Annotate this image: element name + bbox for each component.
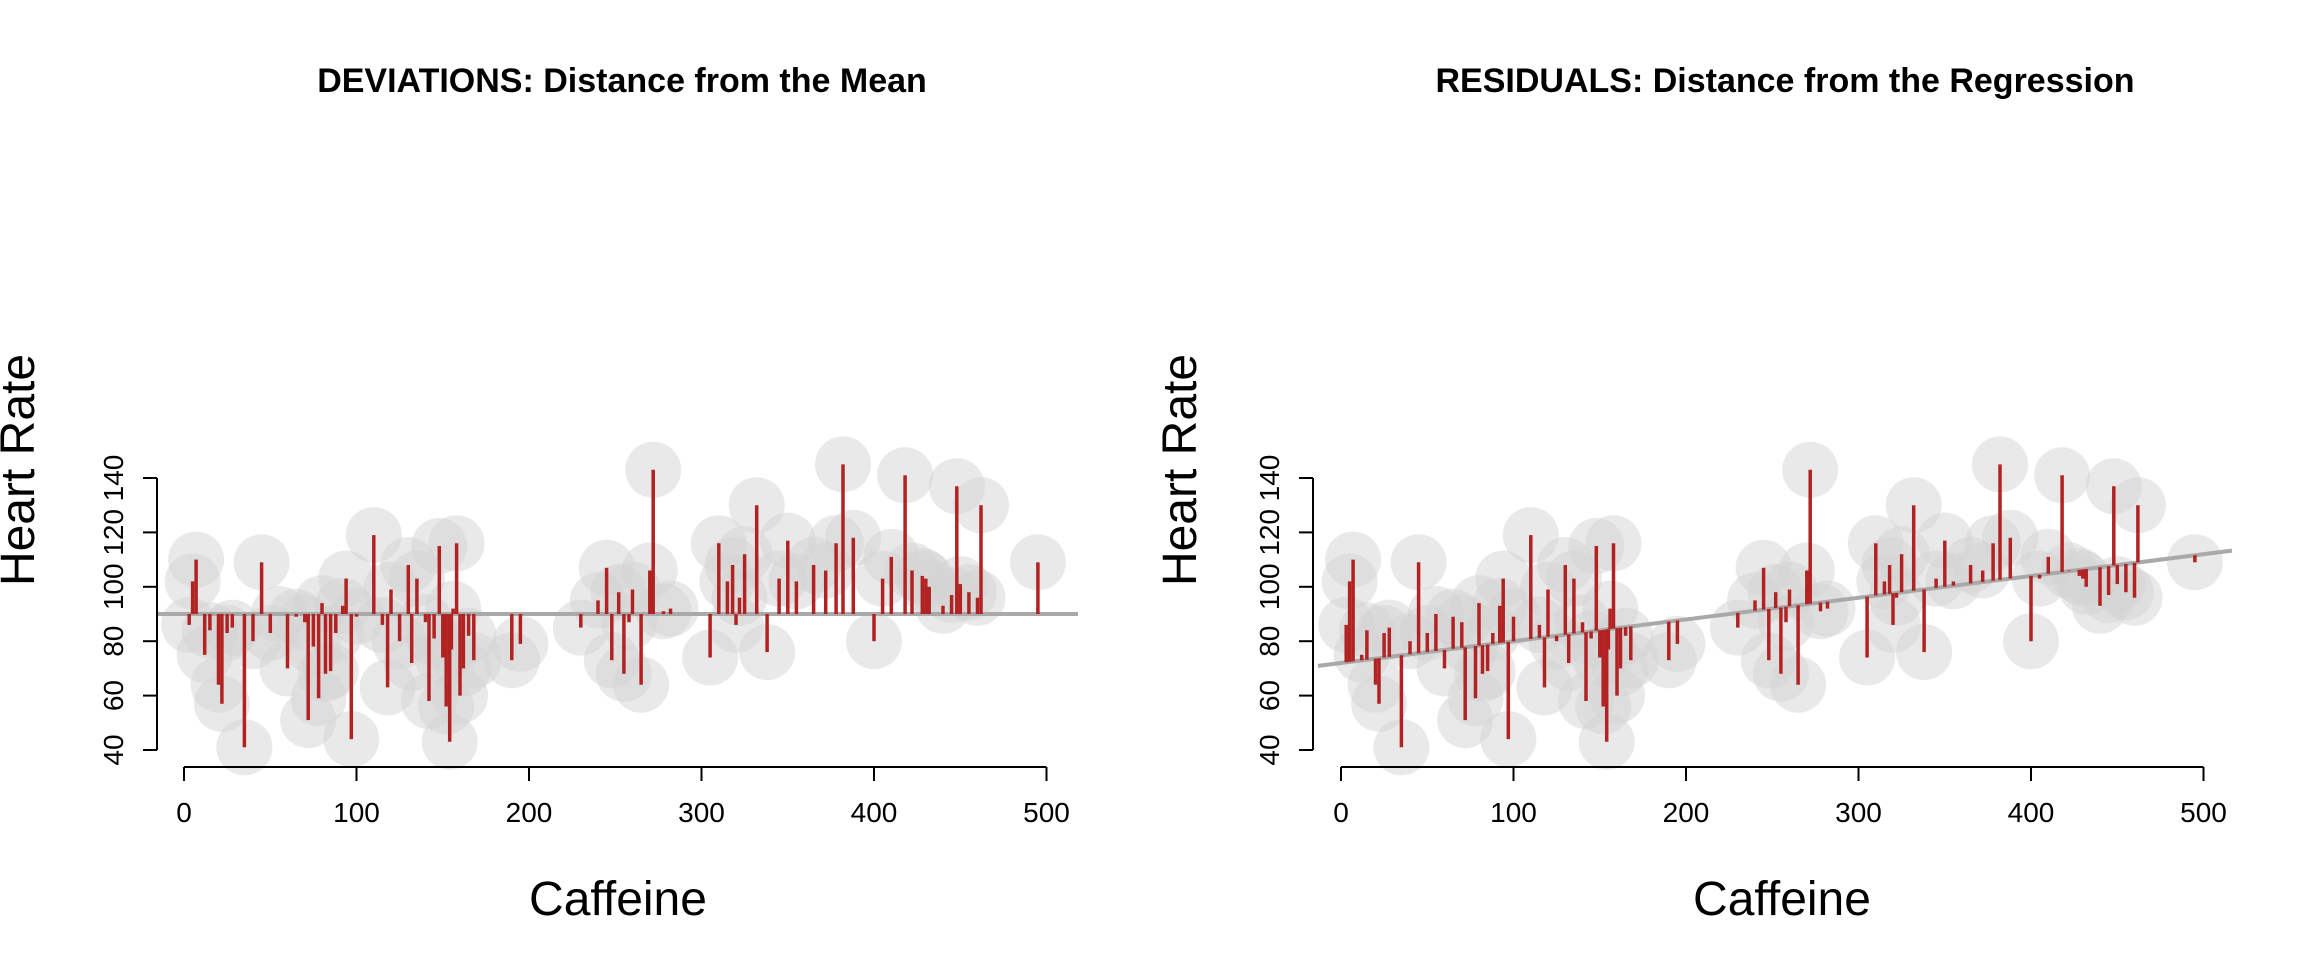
y-tick-label: 140 <box>1254 455 1285 502</box>
axes: 0 100 200 300 400 500 40 60 80 100 120 140 <box>98 455 1070 828</box>
deviations-panel: DEVIATIONS: Distance from the Mean Caffe… <box>0 62 1078 926</box>
axes: 0 100 200 300 400 500 40 60 80 100 120 140 <box>1254 455 2227 828</box>
y-tick-label: 120 <box>98 509 129 556</box>
residual-segments-layer <box>1344 464 2197 748</box>
y-tick-label: 100 <box>98 563 129 610</box>
y-axis-label: Heart Rate <box>1154 354 1207 586</box>
y-tick-label: 60 <box>1254 680 1285 711</box>
x-tick-label: 400 <box>2008 797 2055 828</box>
x-tick-label: 400 <box>851 797 898 828</box>
x-axis-label: Caffeine <box>1693 873 1871 926</box>
chart-title: DEVIATIONS: Distance from the Mean <box>317 62 927 100</box>
x-tick-label: 200 <box>506 797 553 828</box>
x-tick-label: 500 <box>2180 797 2227 828</box>
x-tick-label: 300 <box>678 797 725 828</box>
x-tick-label: 100 <box>1490 797 1537 828</box>
y-axis-label: Heart Rate <box>0 354 45 586</box>
points-layer <box>1318 436 2223 776</box>
chart-title: RESIDUALS: Distance from the Regression <box>1435 62 2134 100</box>
residuals-panel: RESIDUALS: Distance from the Regression … <box>1154 62 2233 926</box>
x-tick-label: 0 <box>176 797 192 828</box>
y-tick-label: 60 <box>98 680 129 711</box>
deviation-segments-layer <box>187 464 1040 748</box>
y-tick-label: 140 <box>98 455 129 502</box>
x-tick-label: 300 <box>1835 797 1882 828</box>
y-tick-label: 120 <box>1254 509 1285 556</box>
x-axis-label: Caffeine <box>529 873 707 926</box>
x-tick-label: 0 <box>1333 797 1349 828</box>
y-tick-label: 40 <box>98 734 129 765</box>
x-tick-label: 200 <box>1663 797 1710 828</box>
y-tick-label: 80 <box>98 626 129 657</box>
x-tick-label: 100 <box>333 797 380 828</box>
x-tick-label: 500 <box>1023 797 1070 828</box>
y-tick-label: 100 <box>1254 563 1285 610</box>
y-tick-label: 80 <box>1254 626 1285 657</box>
y-tick-label: 40 <box>1254 734 1285 765</box>
